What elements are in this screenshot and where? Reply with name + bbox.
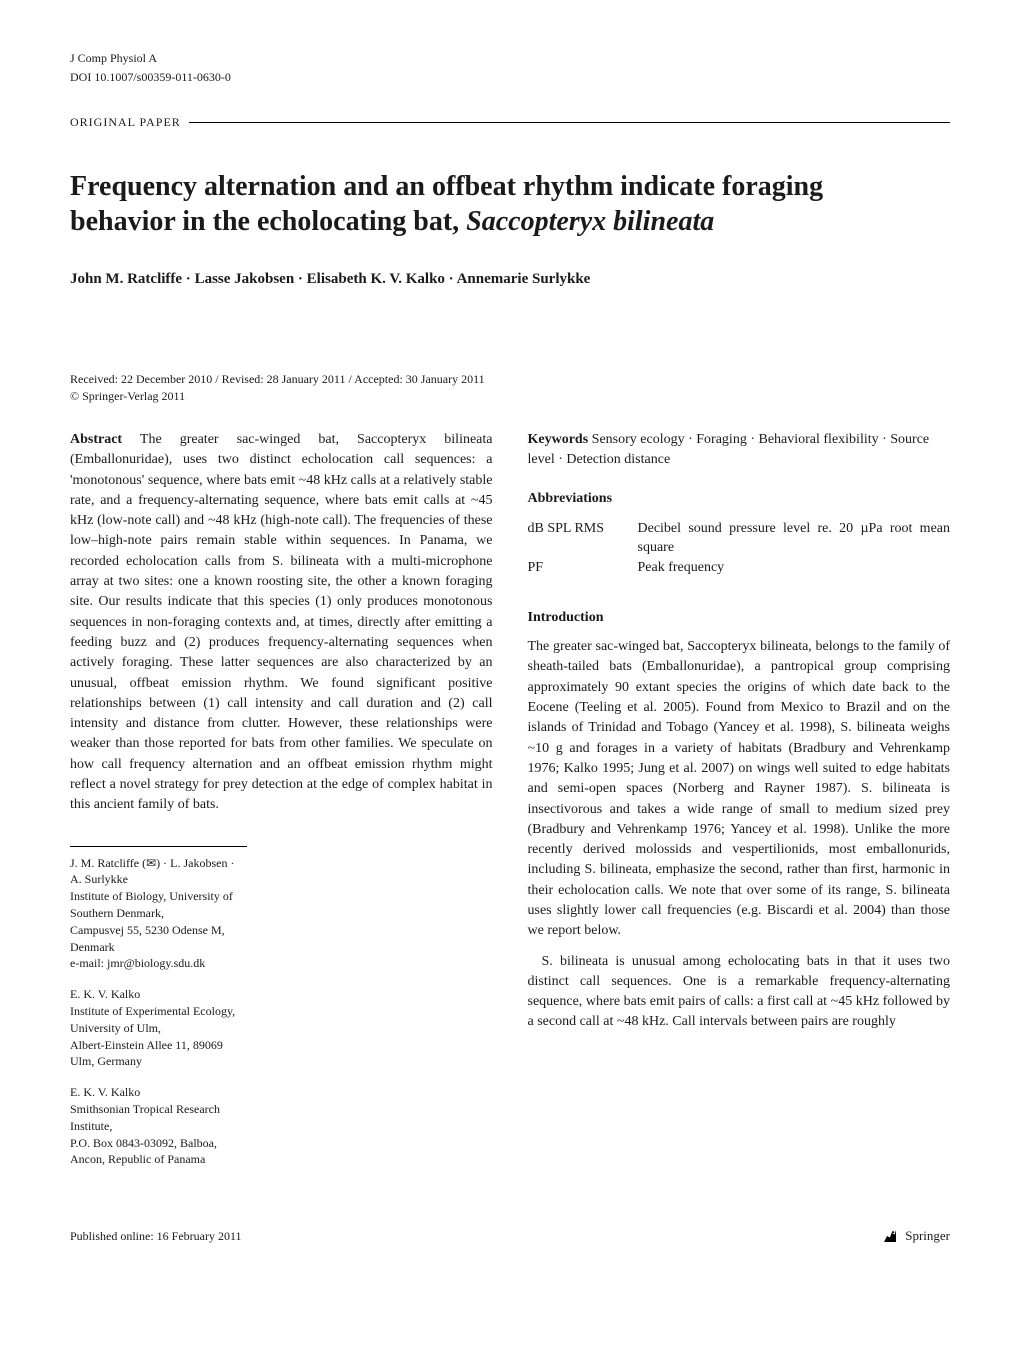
authors: John M. Ratcliffe · Lasse Jakobsen · Eli… bbox=[70, 267, 950, 291]
left-column: Abstract The greater sac-winged bat, Sac… bbox=[70, 430, 493, 1182]
abstract-text: The greater sac-winged bat, Saccopteryx … bbox=[70, 432, 493, 812]
affil-addr-2: Albert-Einstein Allee 11, 89069 Ulm, Ger… bbox=[70, 1037, 247, 1071]
affiliations: J. M. Ratcliffe (✉) · L. Jakobsen · A. S… bbox=[70, 846, 247, 1169]
keywords-label: Keywords bbox=[528, 432, 589, 447]
affil-block-1: J. M. Ratcliffe (✉) · L. Jakobsen · A. S… bbox=[70, 855, 247, 973]
header-top: J Comp Physiol A bbox=[70, 50, 950, 67]
springer-horse-icon bbox=[881, 1227, 899, 1245]
title-line2-prefix: behavior in the echolocating bat, bbox=[70, 206, 466, 237]
springer-text: Springer bbox=[905, 1227, 950, 1245]
abstract-label: Abstract bbox=[70, 432, 122, 447]
title-line2-species: Saccopteryx bilineata bbox=[466, 206, 714, 237]
divider-line bbox=[189, 122, 950, 123]
affil-inst-3: Smithsonian Tropical Research Institute, bbox=[70, 1101, 247, 1135]
published-date: Published online: 16 February 2011 bbox=[70, 1228, 242, 1245]
keywords-text: Sensory ecology · Foraging · Behavioral … bbox=[528, 432, 930, 467]
affil-block-2: E. K. V. Kalko Institute of Experimental… bbox=[70, 986, 247, 1070]
intro-para-2: S. bilineata is unusual among echolocati… bbox=[528, 952, 951, 1033]
footer: Published online: 16 February 2011 Sprin… bbox=[70, 1227, 950, 1245]
springer-logo: Springer bbox=[881, 1227, 950, 1245]
affil-names-3: E. K. V. Kalko bbox=[70, 1084, 247, 1101]
abbrev-key: PF bbox=[528, 558, 628, 578]
abbrev-val: Peak frequency bbox=[638, 558, 951, 578]
abbrev-val: Decibel sound pressure level re. 20 µPa … bbox=[638, 519, 951, 558]
affil-inst-2: Institute of Experimental Ecology, Unive… bbox=[70, 1003, 247, 1037]
affil-addr-1: Campusvej 55, 5230 Odense M, Denmark bbox=[70, 922, 247, 956]
dates: Received: 22 December 2010 / Revised: 28… bbox=[70, 371, 950, 405]
doi: DOI 10.1007/s00359-011-0630-0 bbox=[70, 69, 950, 86]
keywords: Keywords Sensory ecology · Foraging · Be… bbox=[528, 430, 951, 469]
affil-block-3: E. K. V. Kalko Smithsonian Tropical Rese… bbox=[70, 1084, 247, 1168]
title-line1: Frequency alternation and an offbeat rhy… bbox=[70, 171, 823, 202]
abbrev-key: dB SPL RMS bbox=[528, 519, 628, 558]
paper-title: Frequency alternation and an offbeat rhy… bbox=[70, 169, 950, 239]
affil-names-2: E. K. V. Kalko bbox=[70, 986, 247, 1003]
journal-name: J Comp Physiol A bbox=[70, 50, 157, 67]
right-column: Keywords Sensory ecology · Foraging · Be… bbox=[528, 430, 951, 1182]
abstract: Abstract The greater sac-winged bat, Sac… bbox=[70, 430, 493, 816]
abbreviations-table: dB SPL RMS Decibel sound pressure level … bbox=[528, 519, 951, 578]
paper-type: ORIGINAL PAPER bbox=[70, 114, 181, 131]
affil-inst-1: Institute of Biology, University of Sout… bbox=[70, 888, 247, 922]
affil-email-1: e-mail: jmr@biology.sdu.dk bbox=[70, 955, 247, 972]
affil-addr-3: P.O. Box 0843-03092, Balboa, Ancon, Repu… bbox=[70, 1135, 247, 1169]
received-date: Received: 22 December 2010 / Revised: 28… bbox=[70, 371, 950, 388]
abbrev-row: PF Peak frequency bbox=[528, 558, 951, 578]
introduction-heading: Introduction bbox=[528, 608, 951, 628]
copyright: © Springer-Verlag 2011 bbox=[70, 388, 950, 405]
paper-type-row: ORIGINAL PAPER bbox=[70, 114, 950, 135]
intro-para-1: The greater sac-winged bat, Saccopteryx … bbox=[528, 637, 951, 941]
affil-names-1: J. M. Ratcliffe (✉) · L. Jakobsen · A. S… bbox=[70, 855, 247, 889]
abbreviations-heading: Abbreviations bbox=[528, 489, 951, 509]
abbrev-row: dB SPL RMS Decibel sound pressure level … bbox=[528, 519, 951, 558]
two-column-layout: Abstract The greater sac-winged bat, Sac… bbox=[70, 430, 950, 1182]
